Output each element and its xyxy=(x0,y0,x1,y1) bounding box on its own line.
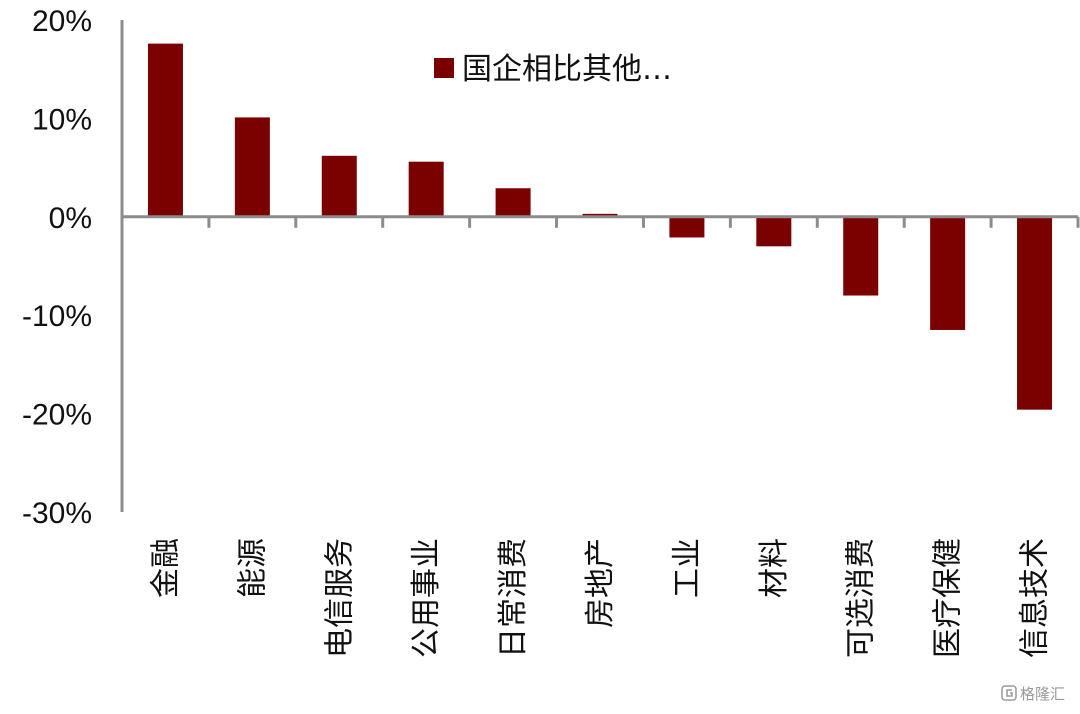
legend-swatch xyxy=(434,58,454,78)
bar xyxy=(147,43,183,217)
bar xyxy=(321,155,357,217)
bar xyxy=(669,216,705,238)
category-label: 电信服务 xyxy=(322,538,357,658)
y-tick-label: -20% xyxy=(22,399,92,432)
bar xyxy=(1017,216,1053,410)
category-label: 工业 xyxy=(670,538,705,598)
bar xyxy=(756,216,792,247)
y-axis-ticks: 20% 10% 0% -10% -20% -30% xyxy=(22,5,92,530)
bar xyxy=(843,216,879,296)
category-label: 公用事业 xyxy=(409,538,444,658)
bars xyxy=(147,43,1053,410)
watermark: 格隆汇 xyxy=(1001,685,1065,703)
y-tick-label: -10% xyxy=(22,300,92,333)
category-label: 医疗保健 xyxy=(931,538,966,658)
legend-label: 国企相比其他… xyxy=(462,52,672,87)
category-label: 金融 xyxy=(148,538,183,598)
x-axis-ticks xyxy=(207,216,1080,228)
y-tick-label: -30% xyxy=(22,497,92,530)
gelonghui-logo-icon xyxy=(1001,685,1017,701)
category-label: 信息技术 xyxy=(1018,538,1053,658)
bar xyxy=(495,188,531,217)
category-label: 能源 xyxy=(235,538,270,598)
bar xyxy=(408,161,444,217)
category-label: 可选消费 xyxy=(844,538,879,658)
category-label: 房地产 xyxy=(583,538,618,628)
category-labels: 金融 能源 电信服务 公用事业 日常消费 房地产 工业 材料 可选消费 医疗保健 信息技术 xyxy=(148,538,1052,658)
y-tick-label: 10% xyxy=(32,103,92,136)
y-tick-label: 20% xyxy=(32,5,92,38)
category-label: 日常消费 xyxy=(496,538,531,658)
bar xyxy=(234,117,270,217)
legend: 国企相比其他… xyxy=(434,52,672,87)
y-tick-label: 0% xyxy=(49,202,92,235)
watermark-text: 格隆汇 xyxy=(1020,685,1065,703)
bar xyxy=(930,216,966,330)
category-label: 材料 xyxy=(757,538,792,598)
